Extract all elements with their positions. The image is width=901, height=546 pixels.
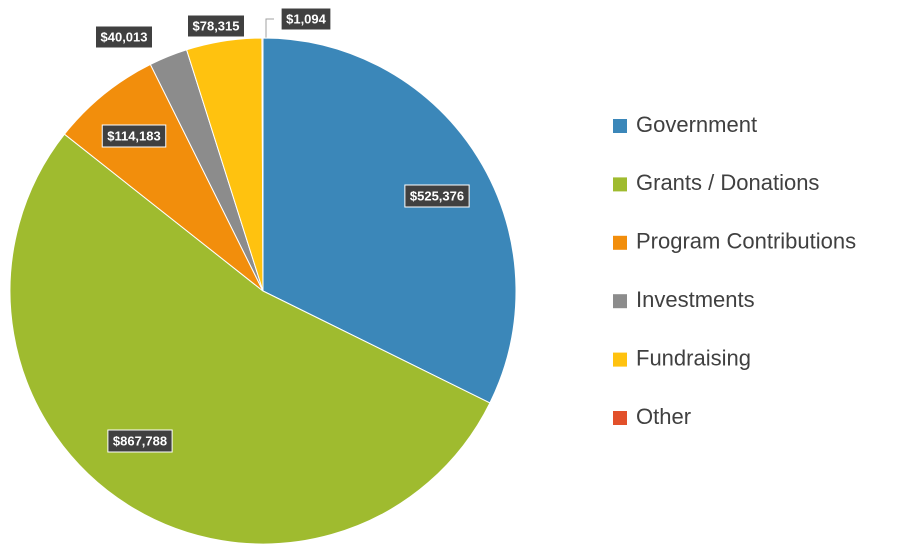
legend-swatch (613, 119, 627, 133)
leader-line (265, 18, 274, 38)
data-label-box (187, 14, 245, 38)
data-label: $525,376 (410, 188, 464, 203)
legend-label: Program Contributions (636, 229, 856, 254)
data-label-box (404, 184, 470, 208)
data-label-box (95, 25, 153, 49)
pie-slice (63, 63, 264, 292)
legend-swatch (613, 352, 627, 367)
legend-label: Government (636, 112, 757, 137)
data-label: $78,315 (193, 18, 240, 33)
legend-label: Fundraising (636, 345, 751, 370)
legend-swatch (613, 235, 627, 250)
pie-slice (261, 37, 264, 292)
legend-label: Other (636, 404, 691, 429)
data-label: $867,788 (113, 433, 167, 448)
legend-swatch (613, 411, 627, 425)
data-label: $114,183 (107, 128, 161, 143)
legend-swatch (613, 177, 627, 192)
pie-slice (262, 37, 517, 404)
legend-swatch (613, 294, 627, 309)
data-label: $1,094 (286, 11, 327, 26)
data-label: $40,013 (101, 29, 148, 44)
data-label-box (101, 124, 167, 148)
data-label-box (107, 429, 173, 453)
data-label-box (280, 7, 332, 31)
legend-label: Grants / Donations (636, 170, 819, 195)
legend-label: Investments (636, 287, 755, 312)
